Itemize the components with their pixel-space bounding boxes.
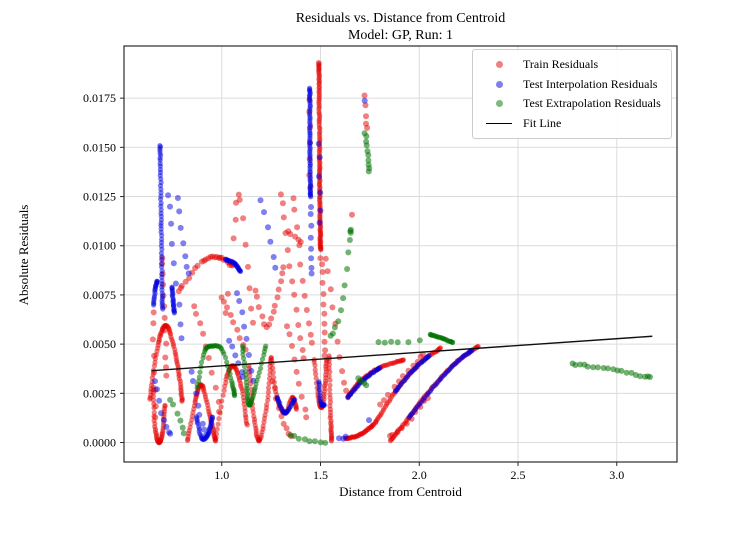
train-residuals-marker-icon (495, 61, 503, 69)
y-tick-label: 0.0025 (83, 386, 116, 400)
y-tick-label: 0.0075 (83, 288, 116, 302)
y-tick-label: 0.0100 (83, 239, 116, 253)
chart-subtitle: Model: GP, Run: 1 (347, 28, 453, 43)
x-tick-label: 3.0 (609, 468, 624, 482)
legend-item-test-interpolation: Test Interpolation Residuals (481, 75, 661, 95)
test-extrapolation-series (167, 130, 653, 446)
legend-item-train: Train Residuals (481, 55, 661, 75)
x-axis-label: Distance from Centroid (339, 484, 462, 499)
legend-label: Fit Line (523, 115, 562, 130)
legend-item-test-extrapolation: Test Extrapolation Residuals (481, 94, 661, 114)
fit-line (151, 335, 653, 372)
test-extrapolation-marker-icon (495, 100, 503, 108)
y-tick-label: 0.0150 (83, 140, 116, 154)
y-tick-label: 0.0125 (83, 190, 116, 204)
test-interpolation-series (151, 85, 475, 442)
legend-label: Test Extrapolation Residuals (523, 96, 661, 111)
legend: Train Residuals Test Interpolation Resid… (472, 49, 672, 139)
test-interpolation-marker-icon (495, 80, 503, 88)
y-tick-label: 0.0175 (83, 91, 116, 105)
legend-item-fit-line: Fit Line (481, 114, 661, 134)
tick-labels: 1.0 1.5 2.0 2.5 3.0 0.0000 0.0025 0.0050 0.0075 0… (83, 91, 624, 482)
axes-frame (123, 45, 678, 463)
x-tick-label: 2.5 (511, 468, 526, 482)
x-tick-label: 1.5 (313, 468, 328, 482)
y-tick-label: 0.0000 (83, 436, 116, 450)
title-block: Residuals vs. Distance from Centroid Mod… (124, 10, 677, 44)
y-tick-label: 0.0050 (83, 337, 116, 351)
chart-title: Residuals vs. Distance from Centroid (295, 11, 506, 26)
tick-marks (120, 97, 618, 466)
x-tick-label: 1.0 (214, 468, 229, 482)
x-tick-label: 2.0 (412, 468, 427, 482)
legend-label: Test Interpolation Residuals (523, 76, 658, 91)
y-axis-label: Absolute Residuals (16, 204, 31, 306)
fit-line-marker-icon (486, 122, 512, 124)
legend-label: Train Residuals (523, 57, 599, 72)
